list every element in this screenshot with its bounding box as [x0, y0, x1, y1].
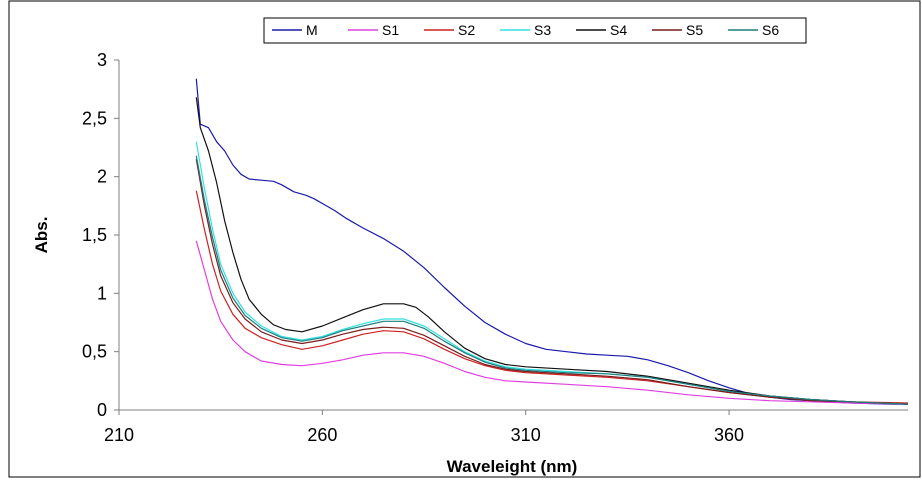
x-axis-label: Waveleight (nm): [447, 457, 578, 476]
y-tick-label: 2,5: [82, 108, 107, 128]
series-line-m: [195, 78, 908, 405]
legend-label-s6: S6: [762, 22, 779, 38]
x-tick-label: 210: [104, 425, 134, 445]
series-line-s4: [195, 97, 909, 405]
y-tick-label: 0: [97, 400, 107, 420]
legend-label-s2: S2: [458, 22, 475, 38]
legend-label-s5: S5: [686, 22, 703, 38]
series-line-s5: [195, 159, 909, 405]
series-line-s1: [195, 240, 909, 405]
series-line-s6: [195, 155, 909, 405]
legend-label-s3: S3: [534, 22, 551, 38]
y-tick-label: 0,5: [82, 342, 107, 362]
y-tick-label: 1,5: [82, 225, 107, 245]
x-tick-label: 310: [511, 425, 541, 445]
x-ticks: 210 260 310 360: [104, 410, 744, 445]
y-tick-label: 2: [97, 167, 107, 187]
y-ticks: 0 0,5 1 1,5 2 2,5 3: [82, 50, 119, 420]
x-tick-label: 360: [714, 425, 744, 445]
y-tick-label: 1: [97, 283, 107, 303]
chart-border: [8, 0, 921, 478]
y-tick-label: 3: [97, 50, 107, 70]
legend-label-s4: S4: [610, 22, 627, 38]
y-axis-label: Abs.: [32, 217, 51, 254]
series-group: [195, 78, 909, 405]
legend: M S1 S2 S3 S4 S5 S6: [263, 17, 807, 44]
legend-label-m: M: [306, 22, 318, 38]
x-tick-label: 260: [307, 425, 337, 445]
legend-label-s1: S1: [382, 22, 399, 38]
